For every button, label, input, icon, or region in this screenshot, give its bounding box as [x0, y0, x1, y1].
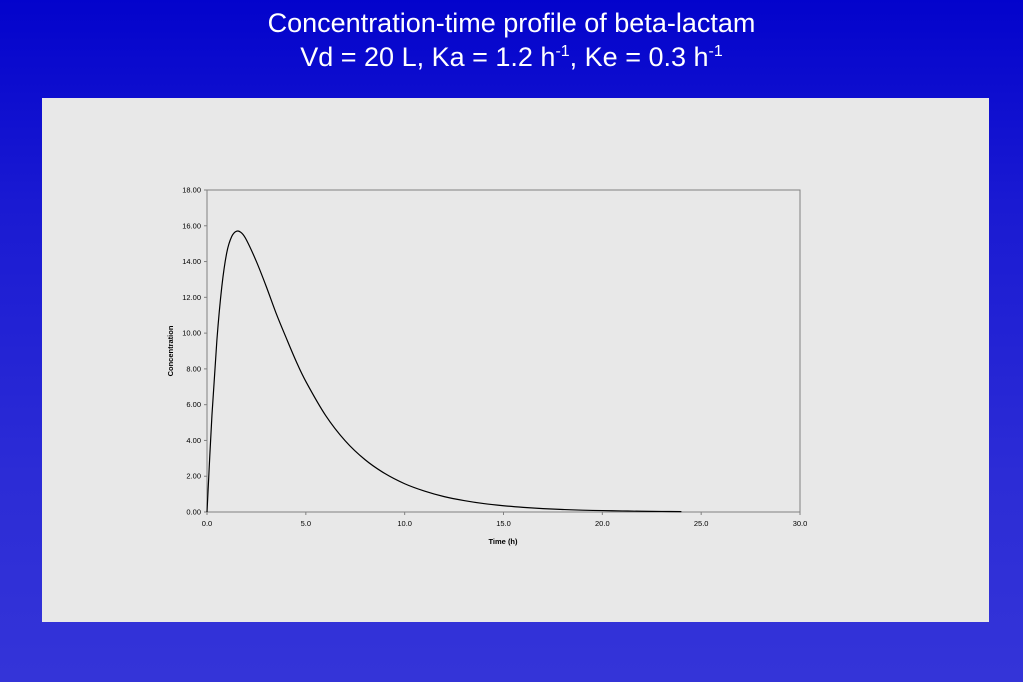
y-tick-label: 14.00 — [182, 257, 201, 266]
x-tick-label: 20.0 — [595, 519, 610, 528]
x-tick-label: 10.0 — [397, 519, 412, 528]
title-line-2: Vd = 20 L, Ka = 1.2 h-1, Ke = 0.3 h-1 — [0, 40, 1023, 74]
x-tick-label: 0.0 — [202, 519, 212, 528]
x-tick-label: 25.0 — [694, 519, 709, 528]
y-tick-label: 0.00 — [186, 508, 201, 517]
y-tick-label: 2.00 — [186, 472, 201, 481]
x-tick-label: 30.0 — [793, 519, 808, 528]
y-tick-label: 18.00 — [182, 186, 201, 195]
plot-area-frame — [207, 190, 800, 512]
slide-title: Concentration-time profile of beta-lacta… — [0, 6, 1023, 74]
concentration-chart: 0.00 2.00 4.00 6.00 8.00 10.00 12.00 14.00 16.00… — [42, 98, 989, 622]
y-tick-label: 16.00 — [182, 221, 201, 230]
chart-panel: 0.00 2.00 4.00 6.00 8.00 10.00 12.00 14.00 16.00… — [42, 98, 989, 622]
y-tick-label: 6.00 — [186, 400, 201, 409]
title-superscript-1: -1 — [555, 43, 569, 60]
concentration-series-line — [207, 231, 681, 512]
title-line-2-part-b: , Ke = 0.3 h — [570, 42, 709, 72]
x-axis-title: Time (h) — [488, 537, 518, 546]
y-tick-label: 8.00 — [186, 364, 201, 373]
title-line-2-part-a: Vd = 20 L, Ka = 1.2 h — [300, 42, 555, 72]
y-axis: 0.00 2.00 4.00 6.00 8.00 10.00 12.00 14.00 16.00… — [182, 186, 207, 517]
y-tick-label: 10.00 — [182, 329, 201, 338]
y-tick-label: 12.00 — [182, 293, 201, 302]
x-axis: 0.0 5.0 10.0 15.0 20.0 25.0 30.0 — [202, 512, 808, 528]
x-tick-label: 15.0 — [496, 519, 511, 528]
title-line-1: Concentration-time profile of beta-lacta… — [0, 6, 1023, 40]
title-superscript-2: -1 — [709, 43, 723, 60]
x-tick-label: 5.0 — [301, 519, 311, 528]
y-tick-label: 4.00 — [186, 436, 201, 445]
y-axis-title: Concentration — [166, 325, 175, 376]
